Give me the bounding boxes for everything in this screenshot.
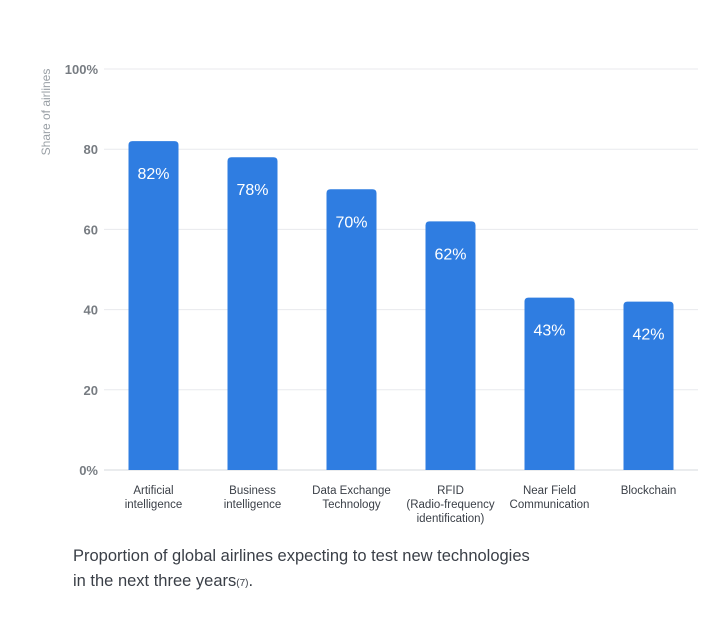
y-tick-label: 40 [84, 303, 98, 318]
caption-text: Proportion of global airlines expecting … [73, 547, 530, 590]
bar-chart: Share of airlines 0% 20 40 60 80 100% 82% Artifi… [39, 62, 698, 525]
caption-reference[interactable]: (7) [236, 578, 249, 589]
y-axis-label: Share of airlines [39, 69, 53, 156]
caption-period: . [248, 572, 254, 590]
x-tick-label: Blockchain [621, 485, 677, 497]
x-tick-label: RFID [437, 485, 464, 497]
data-label: 78% [236, 182, 268, 199]
x-tick-label: Artificial [133, 485, 173, 497]
data-label: 82% [137, 166, 169, 183]
x-tick-label: Business [229, 485, 276, 497]
x-tick-label: Communication [510, 499, 590, 511]
data-label: 42% [632, 327, 664, 344]
x-tick-label: Data Exchange [312, 485, 391, 497]
x-tick-label: Technology [322, 499, 380, 511]
y-tick-label: 80 [84, 142, 98, 157]
bar [623, 301, 674, 470]
bar [227, 157, 278, 470]
y-tick-label: 20 [84, 383, 98, 398]
chart-caption: Proportion of global airlines expecting … [73, 544, 533, 596]
bar [128, 141, 179, 470]
data-label: 43% [533, 323, 565, 340]
data-label: 70% [335, 214, 367, 231]
x-tick-label: Near Field [523, 485, 576, 497]
x-tick-label: intelligence [125, 499, 183, 511]
x-tick-label: intelligence [224, 499, 282, 511]
x-tick-label: (Radio-frequency [406, 499, 494, 511]
y-tick-label: 60 [84, 222, 98, 237]
bar [425, 221, 476, 470]
y-tick-label: 0% [79, 463, 98, 478]
data-label: 62% [434, 246, 466, 263]
bar [524, 297, 575, 470]
y-tick-label: 100% [65, 62, 99, 77]
x-tick-label: identification) [417, 513, 485, 525]
bar [326, 189, 377, 471]
